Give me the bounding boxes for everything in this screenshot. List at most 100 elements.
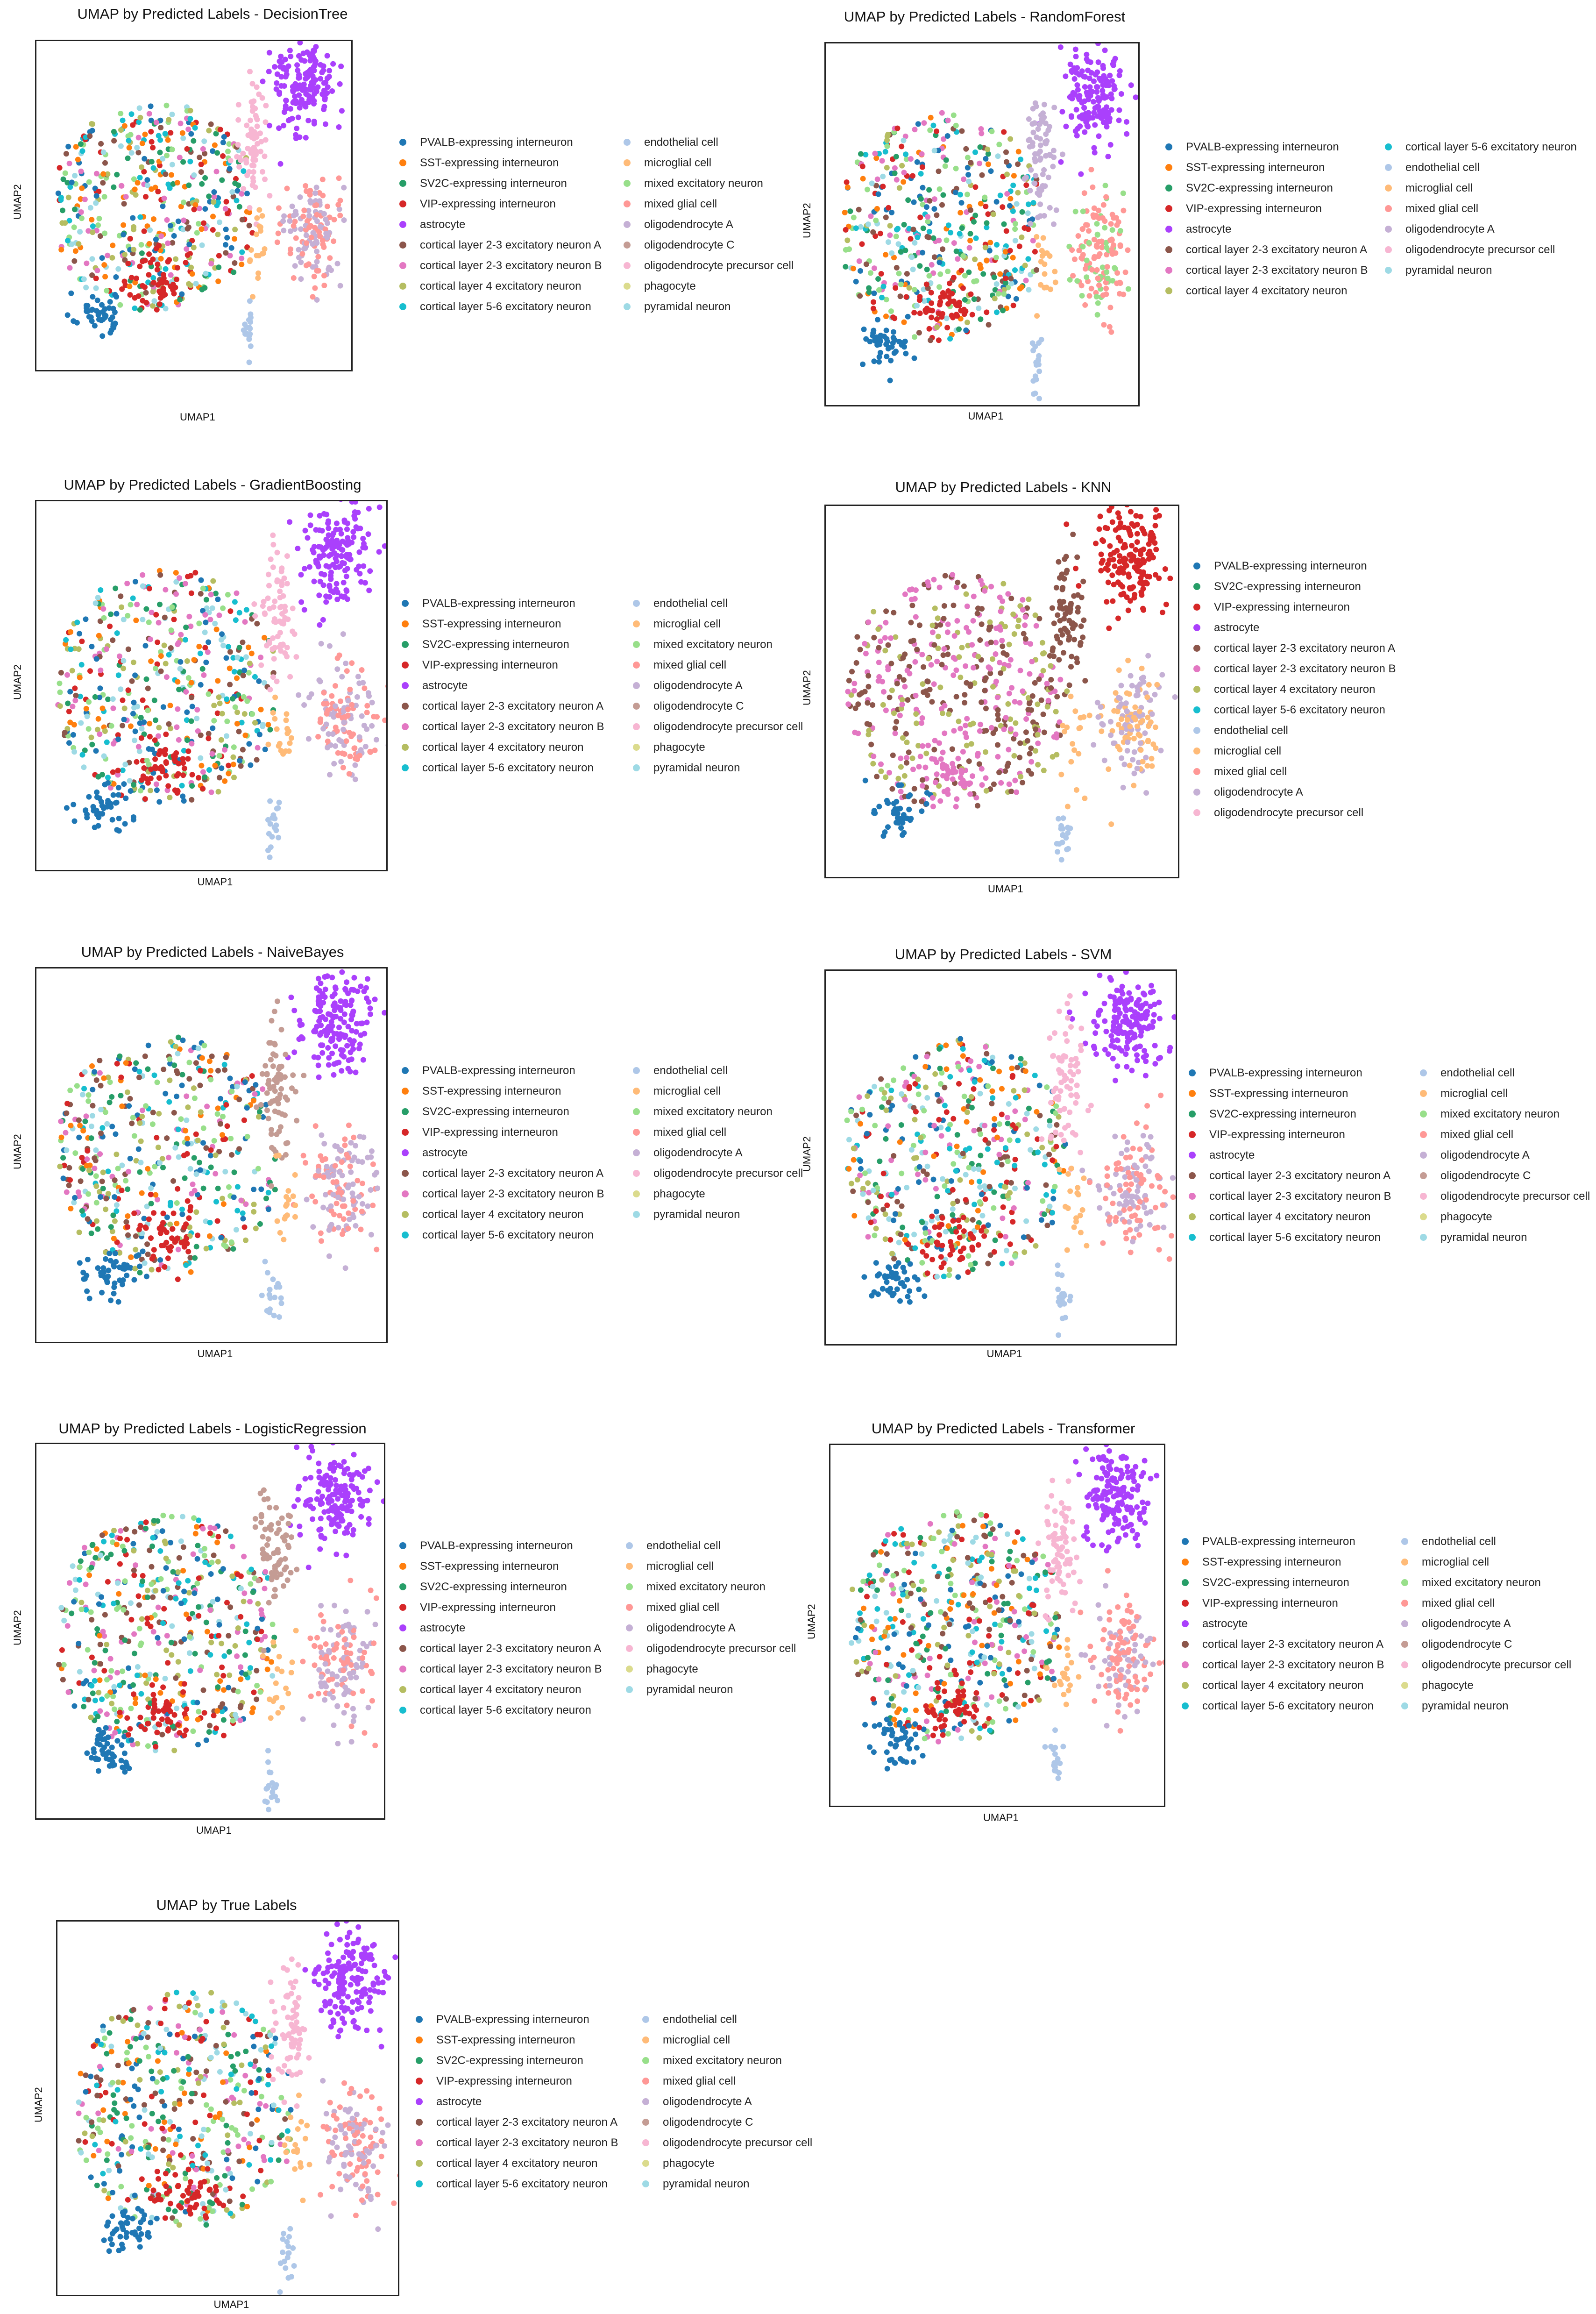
scatter-point <box>898 782 904 788</box>
scatter-point <box>967 791 973 797</box>
scatter-point <box>876 287 882 293</box>
legend-marker <box>399 303 406 310</box>
scatter-point <box>884 797 890 804</box>
scatter-point <box>77 1123 83 1129</box>
scatter-point <box>217 700 223 706</box>
scatter-point <box>343 573 349 579</box>
scatter-point <box>904 271 910 277</box>
scatter-point <box>167 1056 173 1062</box>
scatter-point <box>977 160 983 166</box>
scatter-point <box>1057 640 1063 646</box>
scatter-point <box>150 165 156 171</box>
scatter-point <box>162 614 168 620</box>
scatter-point <box>150 303 156 309</box>
scatter-point <box>898 789 904 795</box>
scatter-point <box>990 211 996 217</box>
scatter-point <box>321 80 327 86</box>
scatter-point <box>149 1121 156 1127</box>
scatter-point <box>894 125 901 131</box>
scatter-point <box>1082 129 1088 135</box>
scatter-point <box>274 80 280 86</box>
scatter-point <box>1082 795 1088 801</box>
scatter-point <box>177 121 184 127</box>
scatter-point <box>1123 700 1129 706</box>
scatter-point <box>1058 771 1064 777</box>
scatter-point <box>133 1158 139 1164</box>
scatter-point <box>1105 561 1111 567</box>
scatter-point <box>878 761 884 767</box>
scatter-point <box>844 184 851 190</box>
legend-marker <box>1193 768 1200 775</box>
scatter-point <box>202 150 208 157</box>
scatter-point <box>272 1108 278 1114</box>
scatter-point <box>115 732 121 738</box>
scatter-point <box>210 227 216 233</box>
scatter-point <box>1061 576 1067 582</box>
scatter-point <box>218 737 224 743</box>
scatter-point <box>329 975 335 981</box>
scatter-point <box>97 1151 103 1157</box>
scatter-point <box>269 1127 275 1133</box>
scatter-point <box>107 1079 113 1085</box>
scatter-point <box>1129 521 1135 527</box>
scatter-point <box>148 658 154 664</box>
scatter-point <box>196 620 202 627</box>
scatter-point <box>90 1103 96 1109</box>
scatter-point <box>868 741 874 748</box>
scatter-point <box>367 568 373 574</box>
scatter-point <box>1068 759 1074 765</box>
scatter-point <box>326 525 332 531</box>
legend-label: astrocyte <box>422 679 468 692</box>
scatter-point <box>1056 657 1062 663</box>
scatter-point <box>1121 525 1128 531</box>
scatter-point <box>138 1138 144 1144</box>
scatter-point <box>219 765 225 771</box>
scatter-point <box>1115 721 1121 727</box>
scatter-point <box>153 781 159 787</box>
scatter-point <box>113 1131 119 1137</box>
scatter-point <box>198 1109 204 1115</box>
plot-area <box>824 505 1179 878</box>
scatter-point <box>320 617 326 623</box>
scatter-point <box>1100 202 1107 208</box>
scatter-point <box>281 621 286 627</box>
scatter-point <box>1016 243 1022 249</box>
scatter-point <box>214 150 220 156</box>
scatter-point <box>1060 832 1066 838</box>
scatter-point <box>923 281 929 287</box>
scatter-point <box>994 242 1000 248</box>
scatter-point <box>163 747 169 753</box>
legend-label: pyramidal neuron <box>653 762 740 774</box>
scatter-point <box>246 359 252 365</box>
scatter-point <box>893 285 899 291</box>
scatter-point <box>134 145 140 151</box>
scatter-point <box>1091 78 1097 84</box>
scatter-point <box>80 1166 86 1172</box>
scatter-point <box>119 604 125 610</box>
scatter-point <box>98 1194 104 1200</box>
scatter-point <box>1004 191 1010 197</box>
scatter-point <box>1021 631 1027 637</box>
scatter-point <box>307 512 313 518</box>
scatter-point <box>1138 747 1144 753</box>
legend-label: mixed excitatory neuron <box>644 177 763 190</box>
scatter-point <box>334 589 340 595</box>
scatter-point <box>116 815 122 821</box>
scatter-point <box>1149 763 1155 769</box>
scatter-point <box>78 141 84 147</box>
scatter-point <box>298 226 304 232</box>
scatter-point <box>149 609 155 615</box>
scatter-point <box>244 1105 250 1111</box>
scatter-point <box>326 264 332 271</box>
scatter-point <box>936 259 943 265</box>
scatter-point <box>223 1102 229 1108</box>
scatter-point <box>251 601 257 607</box>
scatter-point <box>55 190 61 196</box>
scatter-point <box>166 652 172 658</box>
scatter-point <box>106 1099 113 1105</box>
scatter-point <box>208 1147 214 1153</box>
scatter-point <box>151 279 156 285</box>
scatter-point <box>1097 96 1103 102</box>
scatter-point <box>986 248 993 254</box>
scatter-point <box>894 719 900 725</box>
